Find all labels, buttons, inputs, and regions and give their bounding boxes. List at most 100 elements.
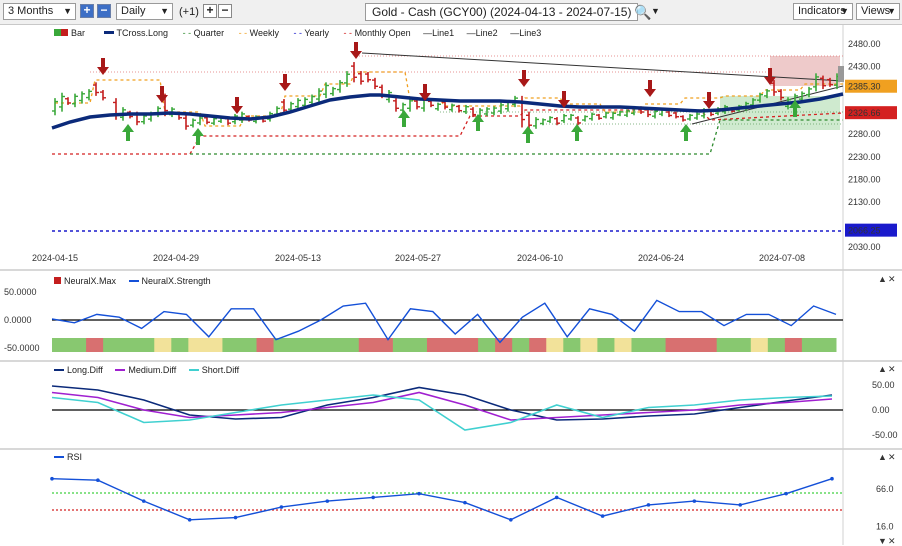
- legend-bar[interactable]: Bar: [71, 28, 86, 38]
- sell-arrow-icon: [279, 74, 291, 91]
- rsi-point: [371, 495, 375, 500]
- neural-max-block: [767, 338, 786, 352]
- quarter-swatch: - -: [182, 28, 192, 38]
- rsi-axis-label: 16.0: [876, 522, 894, 532]
- price-tick-label: 2430.00: [848, 62, 881, 72]
- legend-line1[interactable]: Line1: [432, 28, 455, 38]
- rsi-dots: [50, 476, 834, 522]
- sell-arrow-icon: [558, 91, 570, 108]
- collapse-icon[interactable]: ▲: [878, 364, 887, 374]
- yearly-swatch: - -: [293, 28, 303, 38]
- views-label: Views: [861, 5, 891, 17]
- monthly-open-line: [52, 109, 844, 155]
- neural-max-block: [52, 338, 70, 352]
- price-axis: 2480.00 2430.00 2385.30 2326.66 2280.00 2230.…: [838, 39, 897, 252]
- neural-max-swatch: [54, 277, 61, 284]
- zoom-in-button[interactable]: +: [80, 4, 94, 18]
- indicators-button[interactable]: Indicators ▼: [793, 3, 853, 20]
- legend-tcross[interactable]: TCross.Long: [116, 28, 169, 38]
- buy-arrow-icon: [472, 114, 484, 131]
- price-tick-label: 2230.00: [848, 152, 881, 162]
- legend-neural-max[interactable]: NeuralX.Max: [64, 276, 117, 286]
- remove-button[interactable]: −: [218, 4, 232, 18]
- neural-max-block: [290, 338, 309, 352]
- legend-weekly[interactable]: Weekly: [249, 28, 279, 38]
- signal-arrows: [97, 42, 801, 145]
- rsi-point: [509, 518, 513, 522]
- chart-title[interactable]: Gold - Cash (GCY00) (2024-04-13 - 2024-0…: [365, 3, 639, 21]
- neural-max-block: [426, 338, 445, 352]
- price-scroll-handle[interactable]: [838, 66, 844, 82]
- neural-max-block: [801, 338, 820, 352]
- neural-max-block: [512, 338, 530, 352]
- close-icon[interactable]: ✕: [888, 536, 896, 546]
- neural-max-block: [341, 338, 360, 352]
- legend-yearly[interactable]: Yearly: [304, 28, 330, 38]
- legend-quarter[interactable]: Quarter: [193, 28, 225, 38]
- rsi-point: [692, 499, 697, 503]
- diff-axis-label: -50.00: [872, 430, 898, 440]
- diff-axis-label: 0.00: [872, 405, 890, 415]
- zoom-out-button[interactable]: −: [97, 4, 111, 18]
- date-tick-label: 2024-04-15: [32, 253, 78, 263]
- neural-max-block: [461, 338, 479, 352]
- price-tick-label: 2385.30: [848, 82, 881, 92]
- search-icon[interactable]: 🔍: [634, 4, 652, 20]
- neural-max-block: [784, 338, 803, 352]
- period-select[interactable]: 3 Months ▼: [3, 3, 76, 20]
- neural-max-block: [478, 338, 496, 352]
- legend-medium-diff[interactable]: Medium.Diff: [128, 365, 177, 375]
- sell-arrow-icon: [419, 84, 431, 101]
- neural-max-block: [239, 338, 258, 352]
- legend-line3[interactable]: Line3: [519, 28, 542, 38]
- price-tick-label: 2130.00: [848, 197, 881, 207]
- views-button[interactable]: Views ▼: [856, 3, 900, 20]
- diff-legend: Long.Diff Medium.Diff Short.Diff: [54, 365, 239, 375]
- neural-max-block: [273, 338, 292, 352]
- chevron-down-icon[interactable]: ▼: [651, 6, 660, 16]
- legend-monthly[interactable]: Monthly Open: [354, 28, 411, 38]
- close-icon[interactable]: ✕: [888, 274, 896, 284]
- main-legend: Bar TCross.Long - - Quarter - - Weekly -…: [54, 28, 541, 38]
- collapse-icon[interactable]: ▲: [878, 274, 887, 284]
- rsi-point: [50, 476, 54, 481]
- legend-rsi[interactable]: RSI: [67, 452, 83, 462]
- support-zone: [720, 96, 840, 130]
- buy-arrow-icon: [571, 124, 583, 141]
- sell-arrow-icon: [350, 42, 362, 59]
- legend-line2[interactable]: Line2: [475, 28, 498, 38]
- collapse-icon[interactable]: ▲: [878, 452, 887, 462]
- price-tick-label: 2480.00: [848, 39, 881, 49]
- sell-arrow-icon: [764, 68, 776, 85]
- offset-label: (+1): [179, 6, 199, 18]
- legend-neural-strength[interactable]: NeuralX.Strength: [141, 276, 211, 286]
- rsi-point: [417, 491, 421, 496]
- rsi-point: [325, 499, 330, 503]
- buy-arrow-icon: [192, 128, 204, 145]
- date-axis: 2024-04-15 2024-04-29 2024-05-13 2024-05-27…: [32, 253, 805, 263]
- close-icon[interactable]: ✕: [888, 364, 896, 374]
- neural-max-block: [444, 338, 462, 352]
- monthly-open-badge: [845, 106, 897, 120]
- legend-short-diff[interactable]: Short.Diff: [201, 365, 240, 375]
- add-button[interactable]: +: [203, 4, 217, 18]
- close-icon[interactable]: ✕: [888, 452, 896, 462]
- neural-max-block: [580, 338, 598, 352]
- neural-max-block: [682, 338, 701, 352]
- rsi-point: [141, 499, 146, 503]
- sell-arrow-icon: [231, 97, 243, 114]
- collapse-icon[interactable]: ▼: [878, 536, 887, 546]
- neural-max-block: [103, 338, 121, 352]
- buy-arrow-icon: [789, 100, 801, 117]
- buy-arrow-icon: [398, 110, 410, 127]
- current-price-badge: [845, 79, 897, 93]
- weekly-line: [55, 71, 843, 127]
- legend-long-diff[interactable]: Long.Diff: [67, 365, 103, 375]
- neural-max-block: [665, 338, 684, 352]
- line3-swatch: —: [510, 28, 520, 38]
- date-tick-label: 2024-06-24: [638, 253, 684, 263]
- interval-select[interactable]: Daily ▼: [116, 3, 173, 20]
- rsi-line: [51, 478, 833, 521]
- sell-arrow-icon: [518, 70, 530, 87]
- neural-max-block: [716, 338, 735, 352]
